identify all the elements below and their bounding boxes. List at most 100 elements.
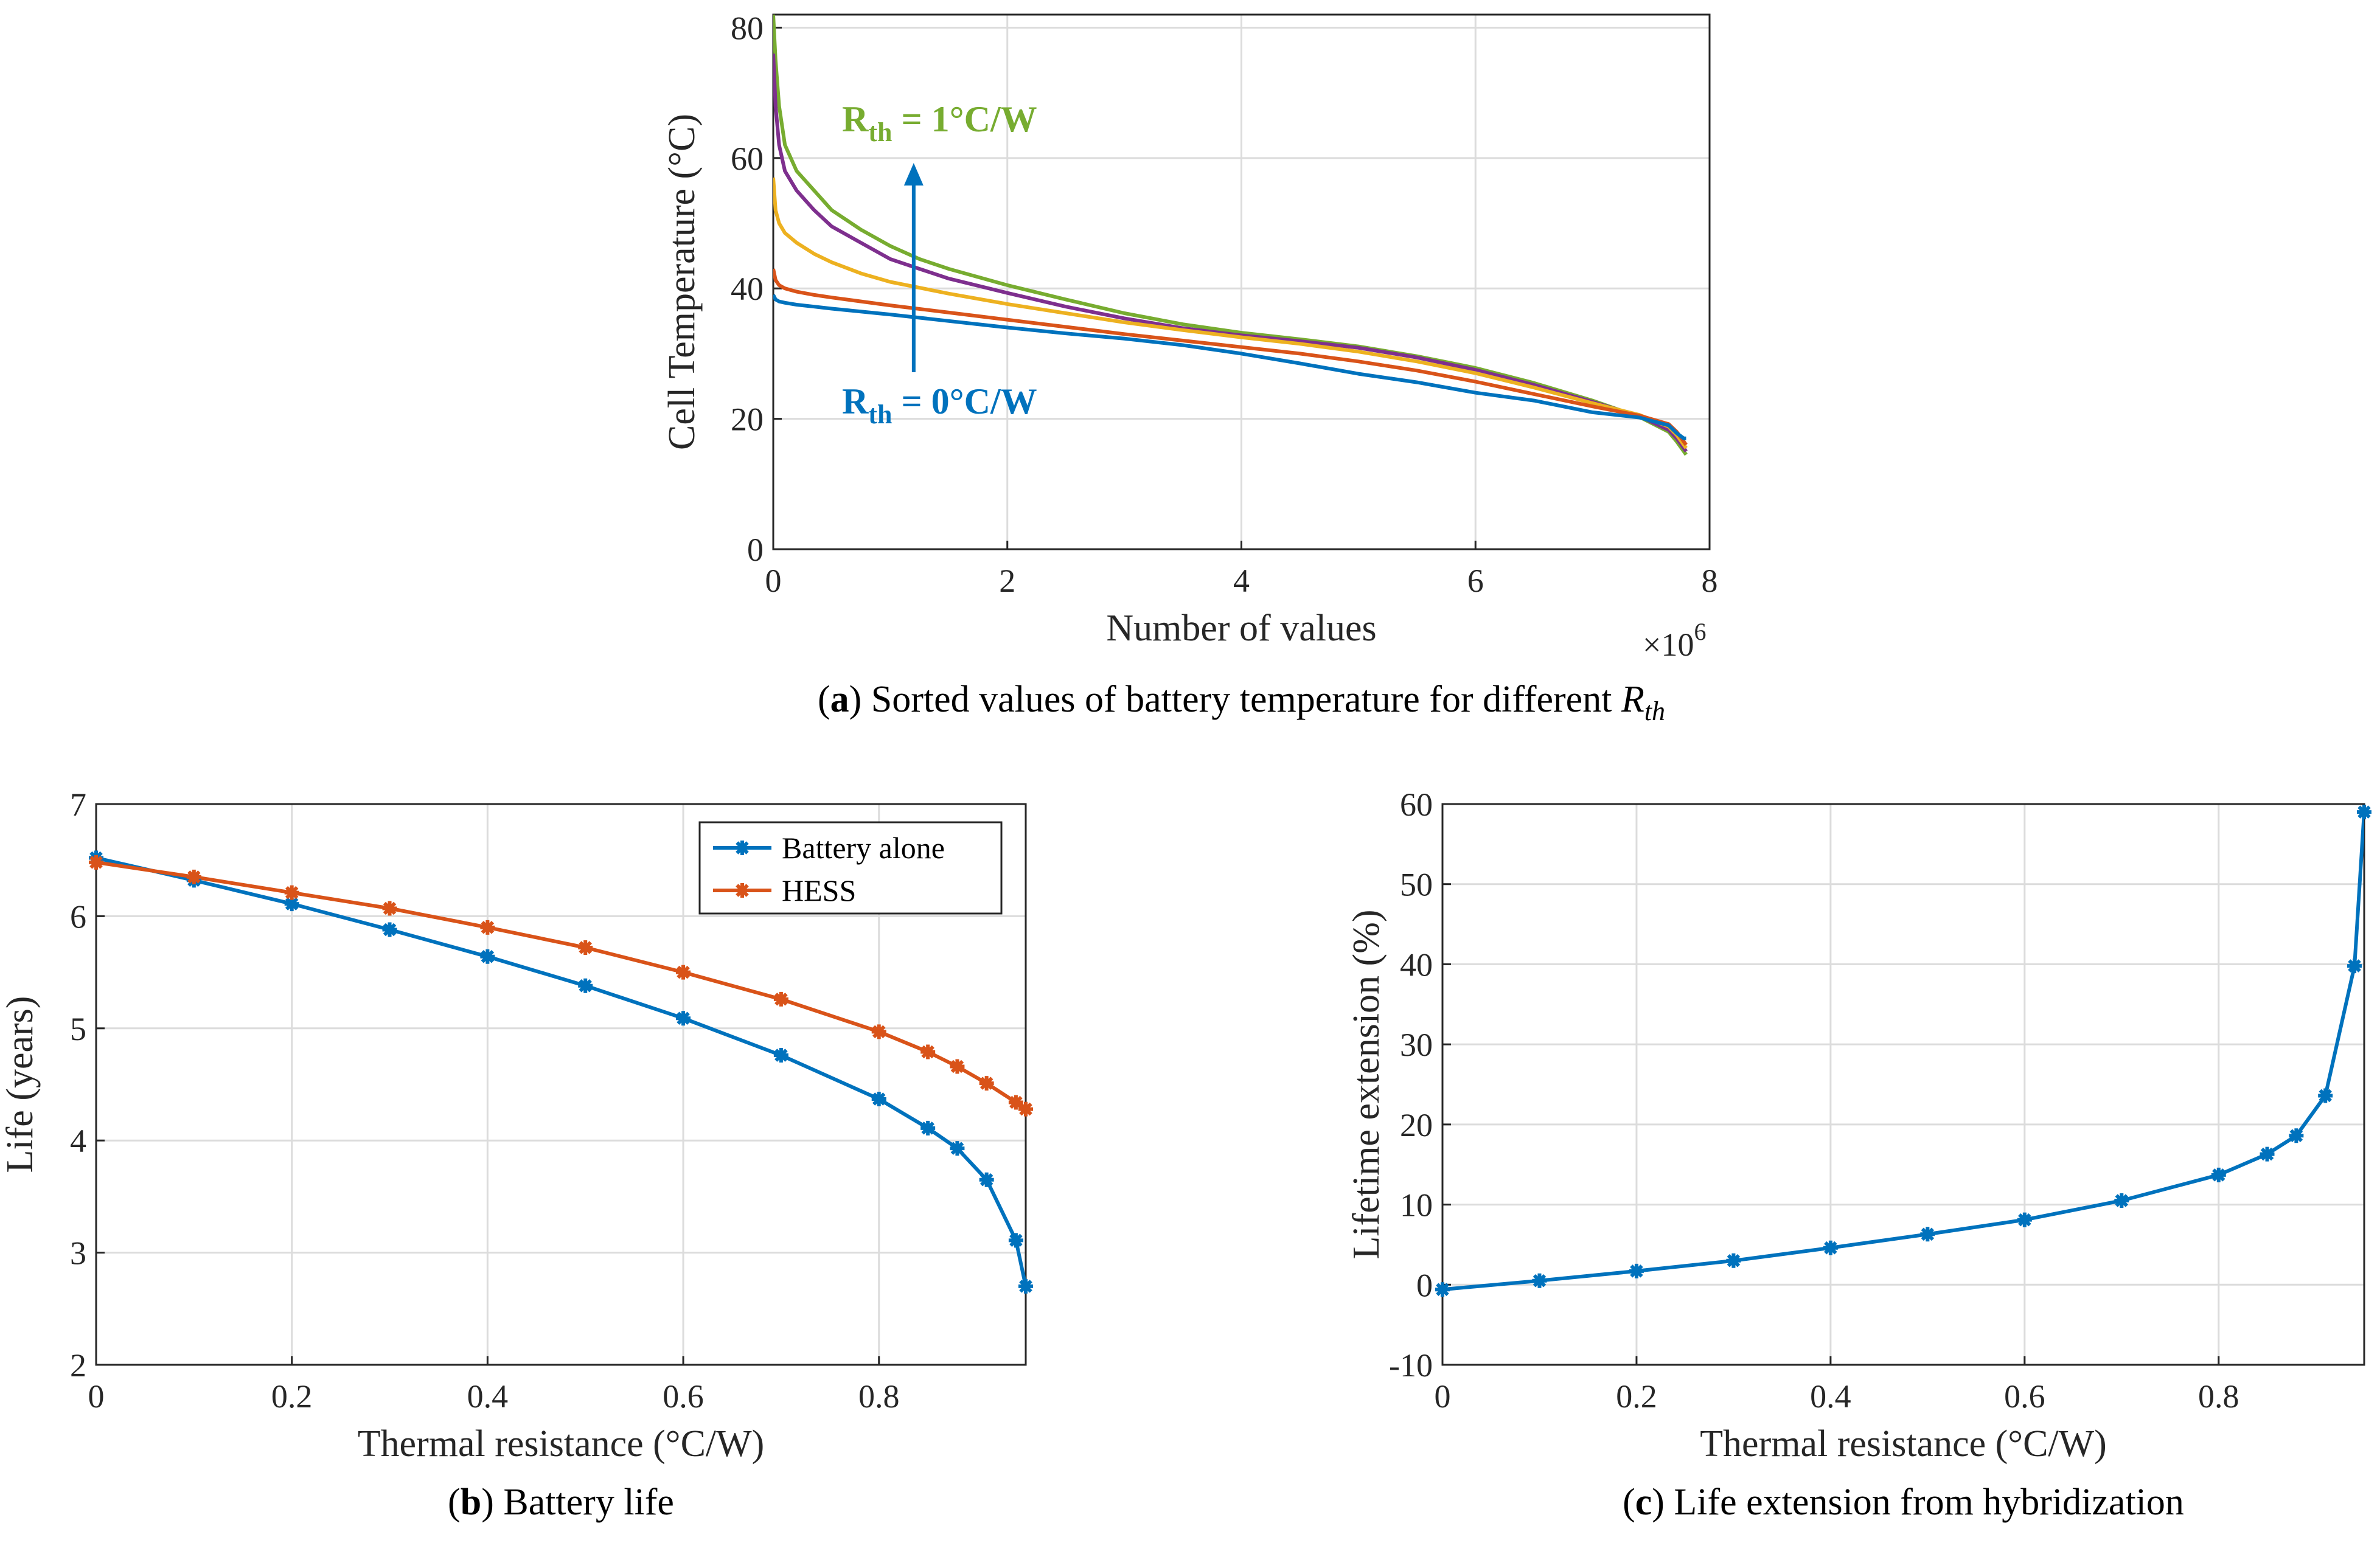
legend-box (698, 821, 1003, 915)
caption-paren: ) Sorted values of battery temperature f… (849, 679, 1621, 720)
legend-marker (735, 883, 750, 898)
data-point (2347, 959, 2362, 974)
x-tick-label: 0.6 (663, 1378, 704, 1415)
caption-label: b (461, 1482, 481, 1523)
caption-paren: ) Life extension from hybridization (1652, 1482, 2184, 1523)
caption-paren: ( (448, 1482, 461, 1523)
y-tick-label: 0 (747, 532, 764, 568)
data-point (382, 901, 397, 916)
legend-label: Battery alone (782, 831, 945, 865)
data-point (2114, 1193, 2129, 1208)
data-point (1532, 1273, 1547, 1288)
y-tick-label: 20 (731, 401, 764, 438)
y-tick-label: 20 (1400, 1107, 1433, 1143)
annotation-rth-1-rest: = 1°C/W (892, 99, 1037, 139)
x-tick-label: 0 (1435, 1378, 1451, 1415)
annotation-rth-0: Rth = 0°C/W (842, 381, 1037, 429)
data-point (950, 1141, 965, 1156)
caption-paren: ) Battery life (481, 1482, 674, 1523)
data-point (89, 855, 103, 870)
data-point (773, 1048, 788, 1063)
x-multiplier-exp: 6 (1694, 618, 1706, 645)
data-point (773, 991, 788, 1007)
y-tick-label: -10 (1389, 1347, 1433, 1384)
x-tick-label: 0.2 (271, 1378, 313, 1415)
data-point (2260, 1146, 2275, 1162)
x-axis-label: Thermal resistance (°C/W) (1700, 1423, 2107, 1465)
data-point (2289, 1128, 2304, 1143)
y-tick-label: 6 (70, 898, 86, 935)
data-point (284, 885, 299, 900)
y-tick-label: 2 (70, 1347, 86, 1384)
y-tick-label: 3 (70, 1235, 86, 1272)
x-tick-label: 0 (765, 563, 782, 599)
data-point (578, 978, 593, 993)
data-point (979, 1172, 994, 1187)
y-tick-label: 60 (731, 140, 764, 177)
y-tick-label: 40 (731, 271, 764, 307)
caption: (a) Sorted values of battery temperature… (818, 679, 1665, 726)
data-point (480, 949, 495, 964)
x-tick-label: 0.8 (858, 1378, 900, 1415)
data-point (2357, 805, 2371, 820)
y-tick-label: 50 (1400, 867, 1433, 903)
data-point (871, 1024, 886, 1039)
data-point (480, 920, 495, 935)
x-tick-label: 0.2 (1616, 1378, 1657, 1415)
y-tick-label: 0 (1416, 1267, 1433, 1303)
caption-symbol-sub: th (1644, 696, 1665, 726)
data-point (382, 922, 397, 937)
x-axis-label: Thermal resistance (°C/W) (358, 1423, 765, 1465)
plot-frame (95, 803, 1027, 1366)
data-point (578, 940, 593, 955)
data-point (1823, 1240, 1838, 1255)
x-multiplier: ×106 (1643, 618, 1706, 663)
y-axis-label: Life (years) (0, 996, 41, 1173)
series-line-battery-alone (96, 856, 1026, 1287)
x-tick-label: 0.4 (467, 1378, 509, 1415)
series-line-c-0 (1442, 812, 2364, 1292)
data-point (186, 869, 201, 884)
caption-paren: ( (1623, 1482, 1635, 1523)
data-point (284, 896, 299, 912)
x-tick-label: 6 (1467, 563, 1484, 599)
legend-label: HESS (782, 873, 856, 907)
y-tick-label: 30 (1400, 1027, 1433, 1063)
y-tick-label: 4 (70, 1123, 86, 1159)
plot-frame (772, 13, 1711, 550)
data-point (1018, 1101, 1033, 1117)
data-point (2017, 1212, 2032, 1227)
caption: (b) Battery life (448, 1482, 674, 1523)
annotation-rth-1-sub: th (868, 117, 892, 147)
data-point (1008, 1233, 1023, 1248)
series-line-a-4 (773, 294, 1686, 440)
series-group (1442, 812, 2364, 1292)
y-tick-label: 80 (731, 10, 764, 46)
x-multiplier-base: ×10 (1643, 626, 1694, 663)
annotation-rth-1-main: R (842, 99, 869, 139)
data-point (950, 1059, 965, 1074)
data-point (1629, 1263, 1644, 1278)
x-tick-label: 0.6 (2004, 1378, 2045, 1415)
data-point (1920, 1227, 1935, 1242)
y-axis-label: Lifetime extension (%) (1346, 909, 1387, 1259)
x-tick-label: 0 (88, 1378, 105, 1415)
annotation-rth-1: Rth = 1°C/W (842, 99, 1037, 147)
caption-paren: ( (818, 679, 830, 720)
data-point (676, 965, 691, 980)
y-tick-label: 40 (1400, 946, 1433, 983)
caption-symbol: R (1621, 679, 1644, 720)
data-point (1435, 1282, 1450, 1297)
data-point (871, 1091, 886, 1106)
data-point (1726, 1253, 1741, 1268)
y-tick-label: 10 (1400, 1187, 1433, 1224)
legend-marker (735, 841, 750, 855)
data-point (979, 1076, 994, 1091)
x-tick-label: 8 (1702, 563, 1718, 599)
annotation-rth-0-main: R (842, 381, 869, 421)
data-point (2318, 1088, 2333, 1103)
x-axis-label: Number of values (1106, 608, 1376, 649)
caption-label: a (830, 679, 849, 720)
